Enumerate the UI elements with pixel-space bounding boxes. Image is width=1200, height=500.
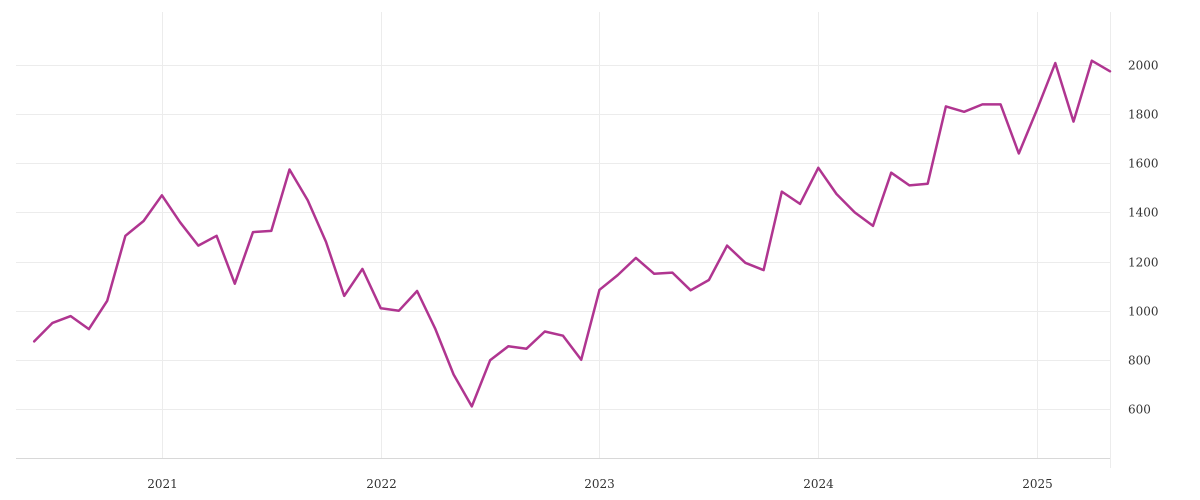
series-layer (32, 59, 1112, 408)
x-tick-label: 2022 (366, 477, 397, 491)
x-tick-label: 2021 (147, 477, 178, 491)
y-tick-label: 600 (1128, 403, 1151, 417)
y-tick-label: 800 (1128, 354, 1151, 368)
x-tick-label: 2024 (803, 477, 834, 491)
series-line (32, 59, 1112, 408)
y-tick-label: 1800 (1128, 108, 1159, 122)
y-tick-label: 1000 (1128, 305, 1159, 319)
y-tick-label: 1600 (1128, 157, 1159, 171)
y-tick-label: 2000 (1128, 59, 1159, 73)
x-tick-label: 2025 (1022, 477, 1053, 491)
grid (16, 12, 1111, 468)
x-tick-label: 2023 (584, 477, 615, 491)
x-axis-ticks: 2021 2022 2023 2024 2025 (147, 477, 1053, 491)
y-axis-ticks: 600 800 1000 1200 1400 1600 1800 2000 (1128, 59, 1159, 417)
y-tick-label: 1400 (1128, 206, 1159, 220)
y-tick-label: 1200 (1128, 256, 1159, 270)
